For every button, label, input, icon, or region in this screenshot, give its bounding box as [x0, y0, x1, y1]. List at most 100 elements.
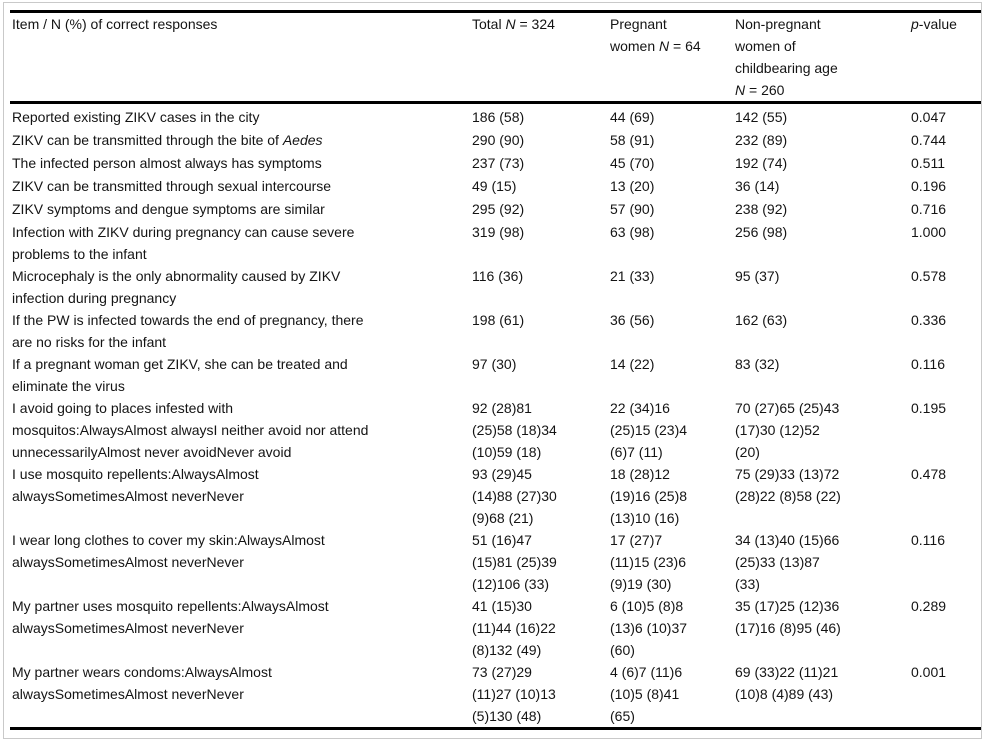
pregnant-cell: 6 (10)5 (8)8 (13)6 (10)37 (60) [610, 598, 688, 658]
item-cell: My partner wears condoms:AlwaysAlmost al… [10, 661, 470, 729]
item-cell: ZIKV can be transmitted through sexual i… [10, 175, 470, 198]
pvalue-cell: 0.744 [911, 132, 947, 148]
table-row: ZIKV symptoms and dengue symptoms are si… [10, 198, 981, 221]
total-cell: 93 (29)45 (14)88 (27)30 (9)68 (21) [472, 466, 557, 526]
item-cell: ZIKV symptoms and dengue symptoms are si… [10, 198, 470, 221]
pvalue-cell: 0.196 [911, 178, 947, 194]
item-cell: Reported existing ZIKV cases in the city [10, 103, 470, 130]
item-cell: I wear long clothes to cover my skin:Alw… [10, 529, 470, 595]
col-header-pregnant: Pregnant women N = 64 [608, 11, 733, 104]
total-cell: 186 (58) [472, 109, 525, 125]
nonpregnant-cell: 256 (98) [735, 224, 788, 240]
item-text: I use mosquito repellents:AlwaysAlmost a… [12, 466, 259, 504]
col-header-item: Item / N (%) of correct responses [10, 11, 470, 104]
table-row: Infection with ZIKV during pregnancy can… [10, 221, 981, 265]
item-text-italic: Aedes [282, 132, 323, 148]
total-cell: 49 (15) [472, 178, 517, 194]
item-cell: I avoid going to places infested with mo… [10, 397, 470, 463]
pregnant-cell: 44 (69) [610, 109, 655, 125]
pregnant-cell: 36 (56) [610, 312, 655, 328]
nonpregnant-cell: 69 (33)22 (11)21 (10)8 (4)89 (43) [735, 664, 839, 702]
total-cell: 51 (16)47 (15)81 (25)39 (12)106 (33) [472, 532, 557, 592]
pvalue-cell: 0.716 [911, 201, 947, 217]
pregnant-cell: 21 (33) [610, 268, 655, 284]
item-cell: If the PW is infected towards the end of… [10, 309, 470, 353]
pregnant-cell: 17 (27)7 (11)15 (23)6 (9)19 (30) [610, 532, 687, 592]
col-header-nonpregnant: Non-pregnant women of childbearing age N… [733, 11, 909, 104]
table-row: ZIKV can be transmitted through the bite… [10, 129, 981, 152]
table-row: If the PW is infected towards the end of… [10, 309, 981, 353]
item-text: If the PW is infected towards the end of… [12, 312, 364, 350]
item-cell: The infected person almost always has sy… [10, 152, 470, 175]
total-cell: 97 (30) [472, 356, 517, 372]
total-cell: 41 (15)30 (11)44 (16)22 (8)132 (49) [472, 598, 556, 658]
nonpregnant-cell: 95 (37) [735, 268, 780, 284]
pregnant-cell: 18 (28)12 (19)16 (25)8 (13)10 (16) [610, 466, 688, 526]
nonpregnant-cell: 162 (63) [735, 312, 788, 328]
table-row: I wear long clothes to cover my skin:Alw… [10, 529, 981, 595]
table-header: Item / N (%) of correct responses Total … [10, 11, 981, 104]
table-row: My partner wears condoms:AlwaysAlmost al… [10, 661, 981, 729]
nonpregnant-cell: 232 (89) [735, 132, 788, 148]
table-body: Reported existing ZIKV cases in the city… [10, 103, 981, 729]
col-header-pregnant-label: Pregnant women N = 64 [610, 16, 701, 54]
total-cell: 92 (28)81 (25)58 (18)34 (10)59 (18) [472, 400, 557, 460]
pvalue-cell: 0.289 [911, 598, 947, 614]
pvalue-cell: 0.195 [911, 400, 947, 416]
table-row: Reported existing ZIKV cases in the city… [10, 103, 981, 130]
col-header-pvalue: p-value [909, 11, 981, 104]
item-text: The infected person almost always has sy… [12, 155, 322, 171]
item-cell: ZIKV can be transmitted through the bite… [10, 129, 470, 152]
item-cell: I use mosquito repellents:AlwaysAlmost a… [10, 463, 470, 529]
italic-n: N [659, 38, 670, 54]
item-text: ZIKV symptoms and dengue symptoms are si… [12, 201, 325, 217]
nonpregnant-cell: 36 (14) [735, 178, 780, 194]
pvalue-cell: 0.511 [911, 155, 945, 171]
pvalue-cell: 0.116 [911, 532, 945, 548]
pregnant-cell: 22 (34)16 (25)15 (23)4 (6)7 (11) [610, 400, 688, 460]
item-text: I avoid going to places infested with mo… [12, 400, 369, 460]
figure-frame [3, 2, 982, 739]
nonpregnant-cell: 83 (32) [735, 356, 780, 372]
pregnant-cell: 58 (91) [610, 132, 655, 148]
item-text: Microcephaly is the only abnormality cau… [12, 268, 341, 306]
item-cell: Microcephaly is the only abnormality cau… [10, 265, 470, 309]
pvalue-cell: 1.000 [911, 224, 947, 240]
pregnant-cell: 14 (22) [610, 356, 655, 372]
pvalue-cell: 0.578 [911, 268, 947, 284]
italic-n: N [505, 16, 516, 32]
total-cell: 73 (27)29 (11)27 (10)13 (5)130 (48) [472, 664, 556, 724]
pvalue-cell: 0.047 [911, 109, 947, 125]
item-cell: Infection with ZIKV during pregnancy can… [10, 221, 470, 265]
italic-p: p [911, 16, 919, 32]
table-row: ZIKV can be transmitted through sexual i… [10, 175, 981, 198]
total-cell: 295 (92) [472, 201, 525, 217]
total-cell: 198 (61) [472, 312, 525, 328]
total-cell: 319 (98) [472, 224, 525, 240]
total-cell: 237 (73) [472, 155, 525, 171]
pvalue-cell: 0.478 [911, 466, 947, 482]
total-cell: 290 (90) [472, 132, 525, 148]
pregnant-cell: 13 (20) [610, 178, 655, 194]
nonpregnant-cell: 34 (13)40 (15)66 (25)33 (13)87 (33) [735, 532, 840, 592]
item-text: Infection with ZIKV during pregnancy can… [12, 224, 355, 262]
pregnant-cell: 63 (98) [610, 224, 655, 240]
col-header-total: Total N = 324 [470, 11, 608, 104]
nonpregnant-cell: 35 (17)25 (12)36 (17)16 (8)95 (46) [735, 598, 841, 636]
item-text: My partner uses mosquito repellents:Alwa… [12, 598, 329, 636]
italic-n: N [735, 82, 746, 98]
table-row: I avoid going to places infested with mo… [10, 397, 981, 463]
table-row: Microcephaly is the only abnormality cau… [10, 265, 981, 309]
nonpregnant-cell: 75 (29)33 (13)72 (28)22 (8)58 (22) [735, 466, 841, 504]
col-header-total-label: Total N = 324 [472, 16, 555, 32]
correct-responses-table: Item / N (%) of correct responses Total … [10, 10, 981, 730]
col-header-pvalue-label: p-value [911, 16, 957, 32]
item-cell: If a pregnant woman get ZIKV, she can be… [10, 353, 470, 397]
table-row: The infected person almost always has sy… [10, 152, 981, 175]
item-text: I wear long clothes to cover my skin:Alw… [12, 532, 325, 570]
pvalue-cell: 0.001 [911, 664, 947, 680]
nonpregnant-cell: 238 (92) [735, 201, 788, 217]
item-text: ZIKV can be transmitted through sexual i… [12, 178, 332, 194]
nonpregnant-cell: 70 (27)65 (25)43 (17)30 (12)52 (20) [735, 400, 840, 460]
